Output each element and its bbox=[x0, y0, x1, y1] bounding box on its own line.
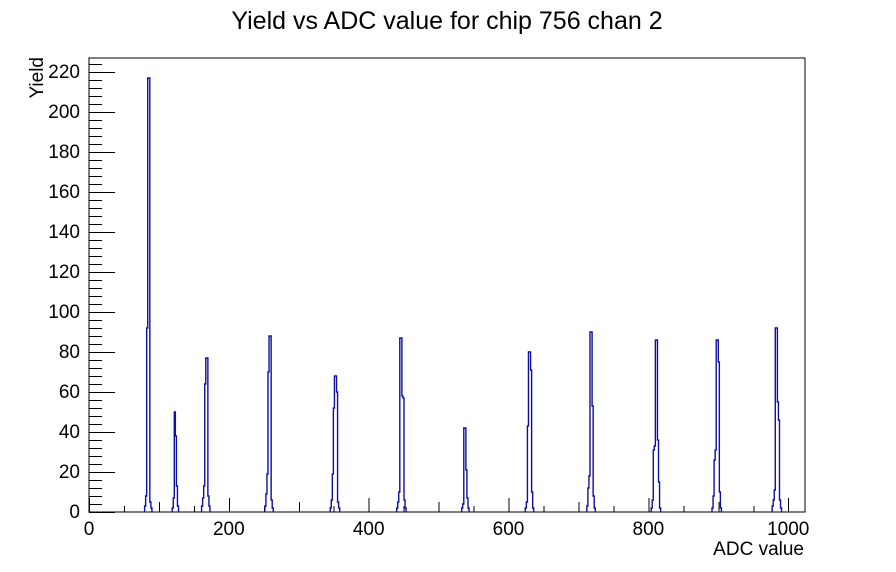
x-tick-label: 400 bbox=[353, 519, 385, 540]
histogram-spike bbox=[329, 375, 341, 512]
y-tick-label: 220 bbox=[48, 62, 80, 83]
plot-frame bbox=[88, 57, 806, 513]
x-tick-label: 200 bbox=[213, 519, 245, 540]
x-tick-label: 600 bbox=[493, 519, 525, 540]
y-tick-label: 40 bbox=[59, 422, 80, 443]
axis-tick-labels: 0 20 40 60 80 100 120 140 160 180 200 220 0 200 400 600… bbox=[48, 62, 809, 540]
x-tick-label: 1000 bbox=[767, 519, 809, 540]
frame-border bbox=[88, 57, 806, 513]
y-tick-label: 80 bbox=[59, 342, 80, 363]
histogram-spike bbox=[586, 331, 596, 512]
histogram-spike bbox=[200, 357, 211, 512]
histogram-spike bbox=[771, 327, 783, 512]
histogram-spike bbox=[460, 427, 470, 512]
x-axis-title: ADC value bbox=[713, 539, 804, 560]
y-tick-label: 200 bbox=[48, 102, 80, 123]
y-tick-label: 100 bbox=[48, 302, 80, 323]
histogram-series bbox=[143, 77, 783, 512]
y-tick-label: 20 bbox=[59, 462, 80, 483]
y-tick-label: 160 bbox=[48, 182, 80, 203]
y-tick-label: 60 bbox=[59, 382, 80, 403]
histogram-spike bbox=[524, 351, 535, 512]
histogram-spike bbox=[171, 411, 180, 512]
y-tick-label: 0 bbox=[69, 502, 80, 523]
y-tick-label: 120 bbox=[48, 262, 80, 283]
histogram-spike bbox=[143, 77, 153, 512]
y-tick-label: 140 bbox=[48, 222, 80, 243]
chart-title: Yield vs ADC value for chip 756 chan 2 bbox=[231, 7, 663, 35]
histogram-spike bbox=[650, 339, 662, 512]
histogram-spike bbox=[711, 339, 723, 512]
axis-ticks bbox=[89, 64, 790, 513]
x-tick-label: 0 bbox=[84, 519, 95, 540]
y-tick-label: 180 bbox=[48, 142, 80, 163]
histogram-spike bbox=[395, 337, 407, 512]
x-tick-label: 800 bbox=[633, 519, 665, 540]
histogram-spike bbox=[264, 335, 274, 512]
